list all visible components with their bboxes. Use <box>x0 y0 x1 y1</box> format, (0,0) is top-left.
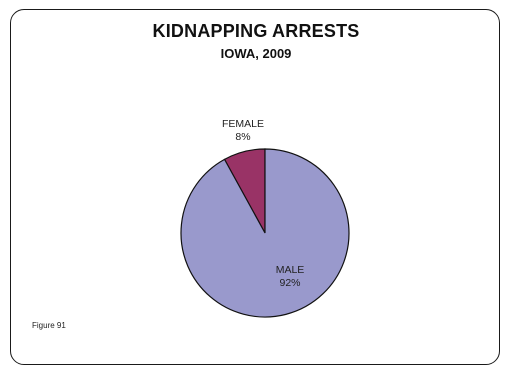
slice-percent-male: 92% <box>279 277 300 289</box>
slice-label-female: FEMALE <box>222 118 264 130</box>
slice-percent-female: 8% <box>235 131 250 143</box>
chart-title: KIDNAPPING ARRESTS <box>152 21 360 41</box>
pie-slice-male <box>180 148 350 318</box>
figure-note: Figure 91 <box>32 321 66 330</box>
chart-subtitle: IOWA, 2009 <box>220 46 292 61</box>
slice-label-male: MALE <box>276 264 305 276</box>
pie-slices <box>180 148 350 318</box>
